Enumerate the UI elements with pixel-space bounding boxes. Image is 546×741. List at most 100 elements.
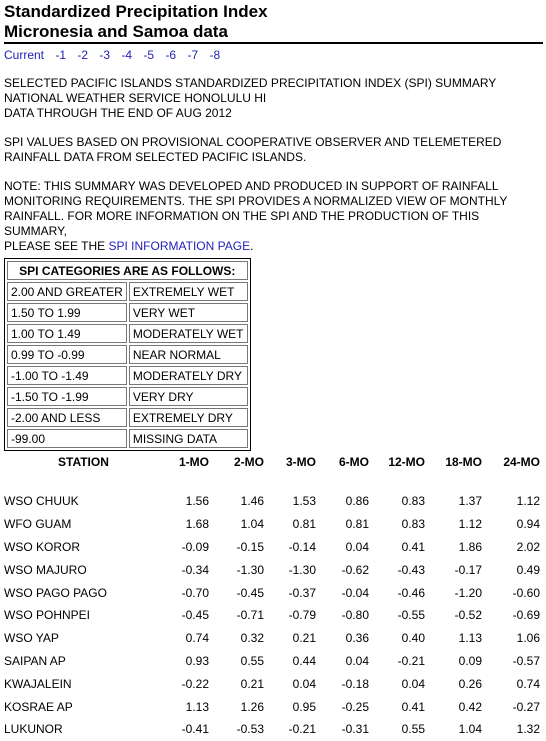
station-row: KOSRAE AP 1.13 1.26 0.95 -0.25 0.41 0.42 -0.27: [4, 695, 540, 718]
spi-value-3-mo: 0.44: [292, 653, 316, 668]
spi-value-3-mo: -1.30: [288, 562, 316, 577]
station-name: WFO GUAM: [4, 517, 72, 532]
spi-value-2-mo: 1.46: [240, 494, 264, 509]
category-label: EXTREMELY DRY: [128, 408, 248, 427]
spi-value-24-mo: 2.02: [516, 539, 540, 554]
station-name: SAIPAN AP: [4, 653, 66, 668]
category-range: -2.00 AND LESS: [7, 408, 127, 427]
station-row: LUKUNOR -0.41 -0.53 -0.21 -0.31 0.55 1.04 1.32: [4, 718, 540, 741]
category-row: -2.00 AND LESS EXTREMELY DRY: [7, 408, 248, 427]
spi-value-24-mo: -0.27: [512, 699, 540, 714]
nav-link-minus-1[interactable]: -1: [55, 48, 67, 62]
spi-value-18-mo: 0.26: [458, 676, 482, 691]
spi-value-12-mo: 0.41: [401, 539, 425, 554]
spi-value-1-mo: -0.45: [181, 608, 209, 623]
spi-value-1-mo: 0.74: [185, 631, 209, 646]
spi-value-2-mo: 1.04: [240, 517, 264, 532]
spi-value-6-mo: 0.04: [345, 539, 369, 554]
spi-value-24-mo: -0.57: [512, 653, 540, 668]
nav-link-current[interactable]: Current: [4, 48, 45, 62]
note-line-end: .: [250, 239, 254, 253]
note-line: RAINFALL. FOR MORE INFORMATION ON THE SP…: [4, 209, 480, 238]
station-name: KWAJALEIN: [4, 676, 72, 691]
categories-header: SPI CATEGORIES ARE AS FOLLOWS:: [7, 261, 248, 280]
category-label: EXTREMELY WET: [128, 282, 248, 301]
spi-value-2-mo: 0.55: [240, 653, 264, 668]
spi-value-18-mo: -0.17: [454, 562, 482, 577]
basis-line: RAINFALL DATA FROM SELECTED PACIFIC ISLA…: [4, 150, 307, 164]
column-header: 12-MO: [388, 455, 425, 469]
spi-value-18-mo: -1.20: [454, 585, 482, 600]
spi-value-24-mo: -0.60: [512, 585, 540, 600]
category-label: MODERATELY DRY: [128, 366, 248, 385]
spi-categories-table: SPI CATEGORIES ARE AS FOLLOWS: 2.00 AND …: [4, 258, 251, 451]
title-line-1: Standardized Precipitation Index: [4, 2, 268, 21]
category-row: -99.00 MISSING DATA: [7, 429, 248, 448]
nav-link-minus-6[interactable]: -6: [165, 48, 177, 62]
note-paragraph: NOTE: THIS SUMMARY WAS DEVELOPED AND PRO…: [4, 179, 542, 254]
spi-value-18-mo: 0.09: [458, 653, 482, 668]
category-range: 0.99 TO -0.99: [7, 345, 127, 364]
spi-value-2-mo: -1.30: [236, 562, 264, 577]
spi-value-2-mo: 0.32: [240, 631, 264, 646]
nav-link-minus-8[interactable]: -8: [209, 48, 221, 62]
month-navigation: Current -1 -2 -3 -4 -5 -6 -7 -8: [4, 48, 542, 62]
spi-value-12-mo: 0.40: [401, 631, 425, 646]
station-name: WSO PAGO PAGO: [4, 585, 107, 600]
station-spi-table: STATION 1-MO 2-MO 3-MO 6-MO 12-MO 18-MO …: [4, 454, 540, 741]
spi-value-1-mo: -0.09: [181, 539, 209, 554]
data-basis-paragraph: SPI VALUES BASED ON PROVISIONAL COOPERAT…: [4, 135, 542, 165]
station-row: WSO CHUUK 1.56 1.46 1.53 0.86 0.83 1.37 1.12: [4, 490, 540, 513]
spi-value-3-mo: 0.95: [292, 699, 316, 714]
nav-link-minus-3[interactable]: -3: [99, 48, 111, 62]
nav-link-minus-4[interactable]: -4: [121, 48, 133, 62]
station-name: WSO CHUUK: [4, 494, 79, 509]
spi-value-12-mo: 0.55: [401, 722, 425, 737]
category-row: -1.50 TO -1.99 VERY DRY: [7, 387, 248, 406]
spi-value-6-mo: -0.31: [341, 722, 369, 737]
column-header: 3-MO: [286, 455, 316, 469]
spi-value-2-mo: 1.26: [240, 699, 264, 714]
station-name: LUKUNOR: [4, 722, 63, 737]
column-header: STATION: [58, 455, 109, 469]
spi-value-24-mo: 1.06: [516, 631, 540, 646]
station-row: KWAJALEIN -0.22 0.21 0.04 -0.18 0.04 0.26 0.74: [4, 672, 540, 695]
basis-line: SPI VALUES BASED ON PROVISIONAL COOPERAT…: [4, 135, 502, 149]
nav-link-minus-7[interactable]: -7: [187, 48, 199, 62]
spi-value-2-mo: -0.71: [236, 608, 264, 623]
spi-value-6-mo: -0.25: [341, 699, 369, 714]
column-header: 1-MO: [179, 455, 209, 469]
note-line: NOTE: THIS SUMMARY WAS DEVELOPED AND PRO…: [4, 179, 499, 193]
spi-value-24-mo: 0.94: [516, 517, 540, 532]
nav-link-minus-2[interactable]: -2: [77, 48, 89, 62]
column-header: 24-MO: [503, 455, 540, 469]
intro-line: SELECTED PACIFIC ISLANDS STANDARDIZED PR…: [4, 76, 497, 90]
spi-value-3-mo: 0.21: [292, 631, 316, 646]
spi-value-1-mo: -0.41: [181, 722, 209, 737]
spi-value-18-mo: 1.12: [458, 517, 482, 532]
intro-line: DATA THROUGH THE END OF AUG 2012: [4, 106, 232, 120]
title-line-2: Micronesia and Samoa data: [4, 22, 228, 41]
category-label: MODERATELY WET: [128, 324, 248, 343]
spi-value-3-mo: 1.53: [292, 494, 316, 509]
column-header: 2-MO: [234, 455, 264, 469]
spi-information-link[interactable]: SPI INFORMATION PAGE: [108, 239, 251, 253]
spi-value-12-mo: 0.83: [401, 494, 425, 509]
title-divider: [4, 42, 543, 44]
spi-value-18-mo: 1.13: [458, 631, 482, 646]
category-range: -99.00: [7, 429, 127, 448]
station-name: WSO POHNPEI: [4, 608, 91, 623]
category-range: 1.00 TO 1.49: [7, 324, 127, 343]
spi-value-12-mo: 0.41: [401, 699, 425, 714]
spi-value-18-mo: 0.42: [458, 699, 482, 714]
spi-value-2-mo: 0.21: [240, 676, 264, 691]
spi-value-2-mo: -0.15: [236, 539, 264, 554]
category-label: MISSING DATA: [128, 429, 248, 448]
column-header: 6-MO: [339, 455, 369, 469]
station-name: WSO KOROR: [4, 539, 81, 554]
spi-value-12-mo: 0.83: [401, 517, 425, 532]
station-row: WSO YAP 0.74 0.32 0.21 0.36 0.40 1.13 1.06: [4, 627, 540, 650]
spi-value-6-mo: 0.36: [345, 631, 369, 646]
spi-value-1-mo: 1.13: [185, 699, 209, 714]
nav-link-minus-5[interactable]: -5: [143, 48, 155, 62]
